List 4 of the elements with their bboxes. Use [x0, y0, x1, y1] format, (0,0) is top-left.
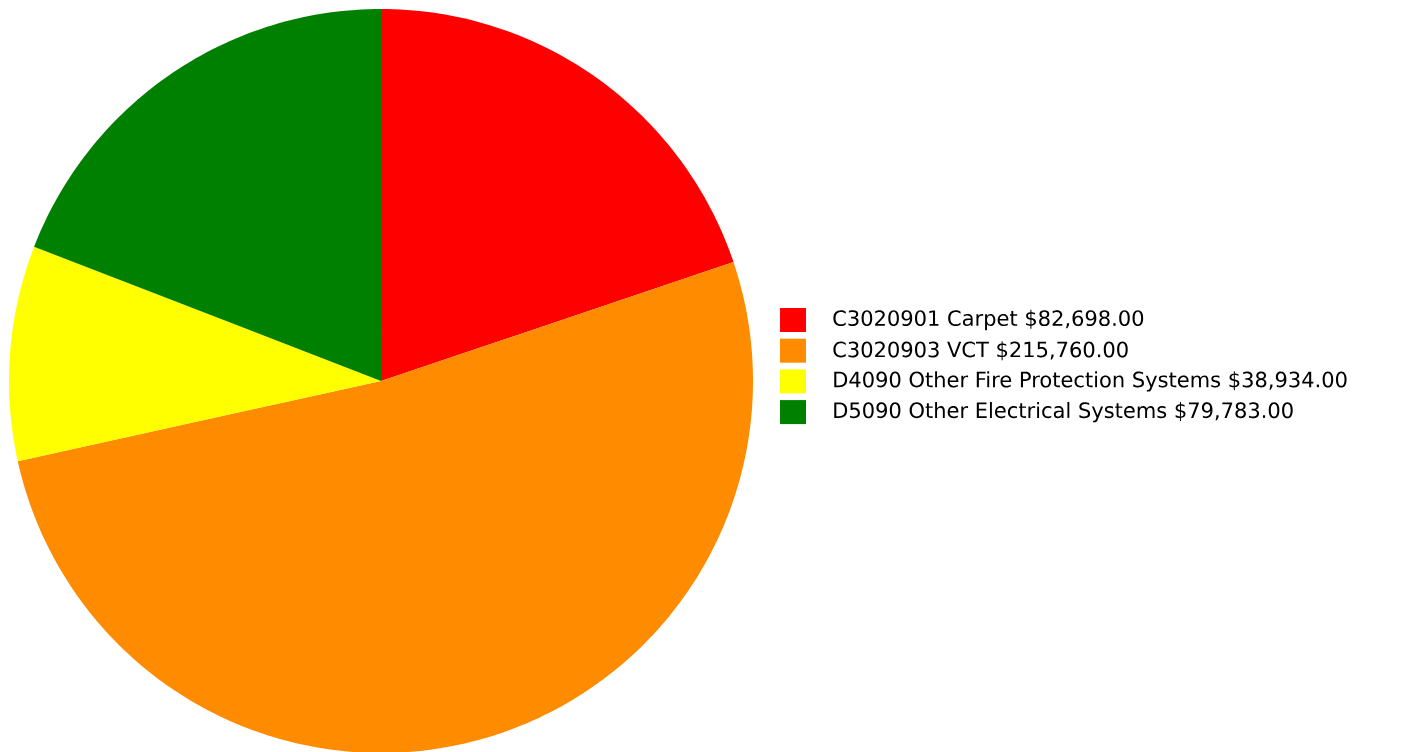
legend-label: D4090 Other Fire Protection Systems $38,934.00: [834, 371, 1347, 392]
legend-label: C3020901 Carpet $82,698.00: [833, 309, 1144, 331]
legend-label: C3020903 VCT $215,760.00: [833, 341, 1128, 361]
legend-label: D5090 Other Electrical Systems $79,783.00: [834, 401, 1293, 423]
